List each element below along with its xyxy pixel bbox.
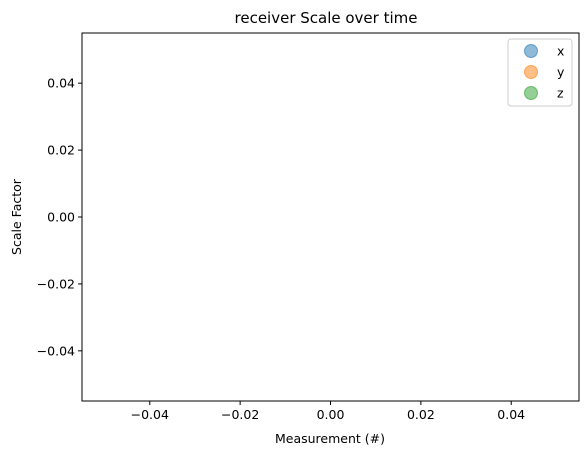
x-tick-label: −0.04: [131, 407, 169, 422]
plot-frame: [81, 32, 580, 402]
y-tick-label: −0.04: [37, 343, 75, 358]
y-tick-label: 0.02: [47, 143, 75, 158]
legend-marker-x: [524, 44, 538, 58]
legend-frame: [507, 38, 573, 107]
legend: xyz: [507, 38, 573, 107]
y-axis: 0.04 0.02 0.00 −0.02 −0.04: [37, 76, 82, 358]
y-tick-label: −0.02: [37, 276, 75, 291]
legend-label-x: x: [557, 44, 564, 59]
chart-title: receiver Scale over time: [235, 9, 418, 27]
legend-label-y: y: [557, 65, 565, 80]
x-tick-label: 0.04: [497, 407, 525, 422]
legend-marker-z: [524, 86, 538, 100]
y-axis-label: Scale Factor: [9, 178, 24, 255]
x-tick-label: 0.02: [407, 407, 435, 422]
legend-marker-y: [524, 65, 538, 79]
x-axis-label: Measurement (#): [275, 431, 385, 446]
x-tick-label: 0.00: [317, 407, 345, 422]
x-axis: −0.04 −0.02 0.00 0.02 0.04: [131, 401, 525, 422]
y-tick-label: 0.00: [47, 210, 75, 225]
plot-area: [81, 32, 580, 402]
x-tick-label: −0.02: [221, 407, 259, 422]
legend-label-z: z: [557, 86, 564, 101]
y-tick-label: 0.04: [47, 76, 75, 91]
